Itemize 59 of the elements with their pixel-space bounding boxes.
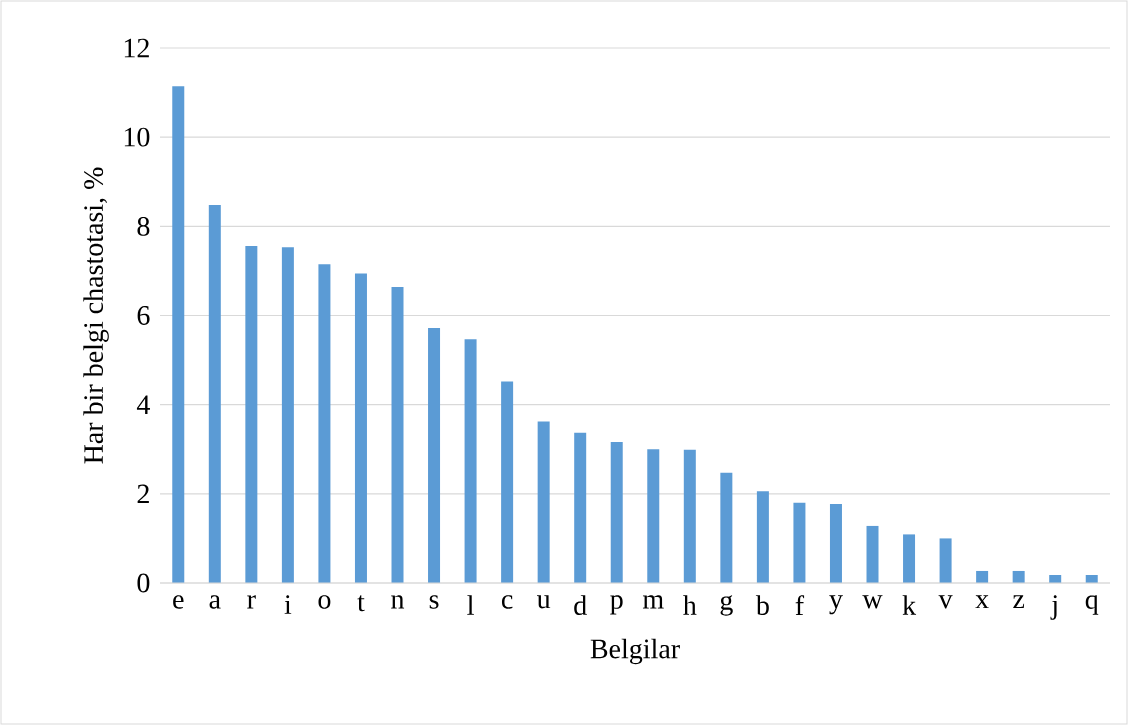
x-tick-label: z [1013, 595, 1025, 609]
bar [391, 286, 404, 583]
x-tick-label: m [642, 595, 664, 609]
bar [829, 504, 842, 583]
bar [537, 421, 550, 583]
x-tick-label: c [501, 595, 513, 609]
x-tick-label: a [209, 595, 221, 609]
x-tick-label: k [902, 595, 917, 615]
bar [245, 245, 258, 583]
bar [501, 381, 514, 583]
y-tick-label: 4 [136, 395, 150, 414]
x-tick-label: y [829, 595, 843, 615]
x-tick-label: d [574, 595, 587, 615]
x-tick-label: t [357, 595, 365, 612]
x-tick-label: l [467, 595, 474, 615]
x-tick-label: e [173, 595, 184, 609]
bar [793, 502, 806, 583]
x-axis-title: Belgilar [590, 638, 680, 665]
x-tick-label: b [755, 595, 769, 615]
x-tick-label: f [795, 595, 805, 615]
x-tick-label: g [720, 595, 733, 616]
bar [866, 525, 879, 583]
x-tick-label: j [1050, 595, 1057, 620]
x-tick-label: h [683, 595, 697, 615]
bar [610, 442, 623, 583]
y-tick-label: 12 [124, 38, 149, 58]
bar [720, 472, 733, 583]
bar [354, 273, 367, 583]
x-tick-label: w [862, 595, 883, 609]
x-tick-label: o [318, 595, 331, 609]
y-tick-label: 8 [137, 216, 150, 236]
x-tick-label: u [537, 595, 551, 609]
bar [574, 432, 587, 583]
y-tick-label: 10 [124, 127, 150, 147]
bar [647, 449, 660, 583]
bar [939, 538, 952, 583]
x-tick-label: v [938, 595, 953, 609]
bar [903, 534, 916, 583]
bar [683, 449, 696, 583]
bar [976, 570, 989, 583]
x-tick-label: i [284, 595, 292, 614]
bar [318, 264, 331, 583]
bar [464, 339, 477, 583]
bar [172, 86, 185, 583]
bar [208, 204, 221, 583]
x-tick-label: x [975, 595, 989, 609]
bar [756, 491, 769, 583]
y-tick-label: 0 [137, 573, 150, 593]
bar [281, 247, 294, 583]
x-tick-label: r [247, 595, 256, 609]
x-tick-label: q [1085, 595, 1099, 615]
y-tick-label: 2 [137, 484, 149, 504]
x-tick-label: s [429, 595, 439, 609]
bar [1012, 570, 1025, 583]
bar [428, 327, 441, 583]
y-axis-title: Har bir belgi chastotasi, % [83, 167, 109, 464]
x-tick-label: p [610, 595, 623, 615]
x-tick-label: n [391, 595, 405, 609]
y-tick-label: 6 [137, 306, 150, 325]
